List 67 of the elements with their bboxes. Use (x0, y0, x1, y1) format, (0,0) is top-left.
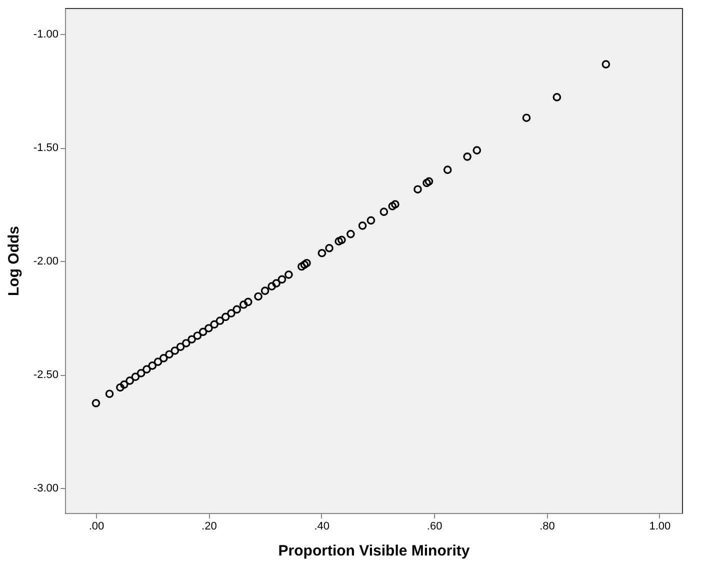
point (232, 305, 242, 314)
point (366, 216, 376, 225)
point (165, 350, 174, 358)
point (424, 177, 434, 186)
point (221, 312, 230, 322)
point (170, 346, 180, 355)
point (176, 342, 185, 352)
point (391, 200, 400, 208)
point (154, 358, 162, 366)
y-tick-label: -1.50 (33, 142, 58, 154)
point (136, 369, 146, 378)
x-tick-label: .20 (202, 520, 217, 532)
point (254, 292, 262, 301)
point (414, 185, 422, 194)
point (260, 286, 270, 295)
point (105, 390, 114, 398)
point (198, 328, 208, 336)
point (472, 146, 482, 154)
point (318, 248, 326, 258)
point (358, 222, 367, 230)
point (204, 324, 213, 332)
point (120, 380, 128, 389)
x-tick-label: .60 (426, 520, 442, 532)
x-tick-label: .00 (88, 520, 104, 532)
point (300, 260, 309, 269)
point (188, 335, 196, 344)
y-tick-label: -2.50 (33, 369, 58, 382)
point (463, 152, 472, 161)
point (244, 298, 252, 306)
point (298, 262, 306, 271)
point (116, 383, 124, 392)
point (210, 320, 218, 329)
point (131, 372, 140, 381)
point (552, 93, 562, 102)
point (159, 354, 168, 362)
point (388, 202, 397, 210)
point (346, 230, 355, 238)
point (380, 208, 388, 216)
point (148, 362, 156, 370)
point (272, 279, 280, 288)
point (142, 365, 151, 374)
point (268, 282, 276, 290)
point (334, 237, 343, 246)
x-tick-label: .40 (314, 520, 330, 532)
point (302, 258, 311, 268)
x-tick-label: .80 (540, 520, 555, 532)
point (278, 275, 286, 284)
point (602, 60, 610, 68)
y-tick-label: -1.00 (33, 28, 58, 41)
x-axis-title: Proportion Visible Minority (278, 542, 470, 560)
point (227, 309, 236, 318)
point (284, 270, 293, 279)
point (443, 166, 452, 174)
y-axis-title: Log Odds (5, 226, 22, 296)
point (422, 178, 431, 188)
point (126, 376, 134, 385)
x-tick-label: 1.00 (649, 520, 671, 532)
point (338, 236, 346, 244)
point (92, 399, 100, 408)
y-tick-label: -2.00 (33, 256, 58, 268)
point (182, 339, 190, 348)
y-tick-label: -3.00 (33, 482, 58, 495)
point (522, 114, 531, 122)
point (239, 300, 248, 309)
point (193, 332, 202, 340)
point (325, 244, 334, 252)
point (216, 316, 224, 325)
